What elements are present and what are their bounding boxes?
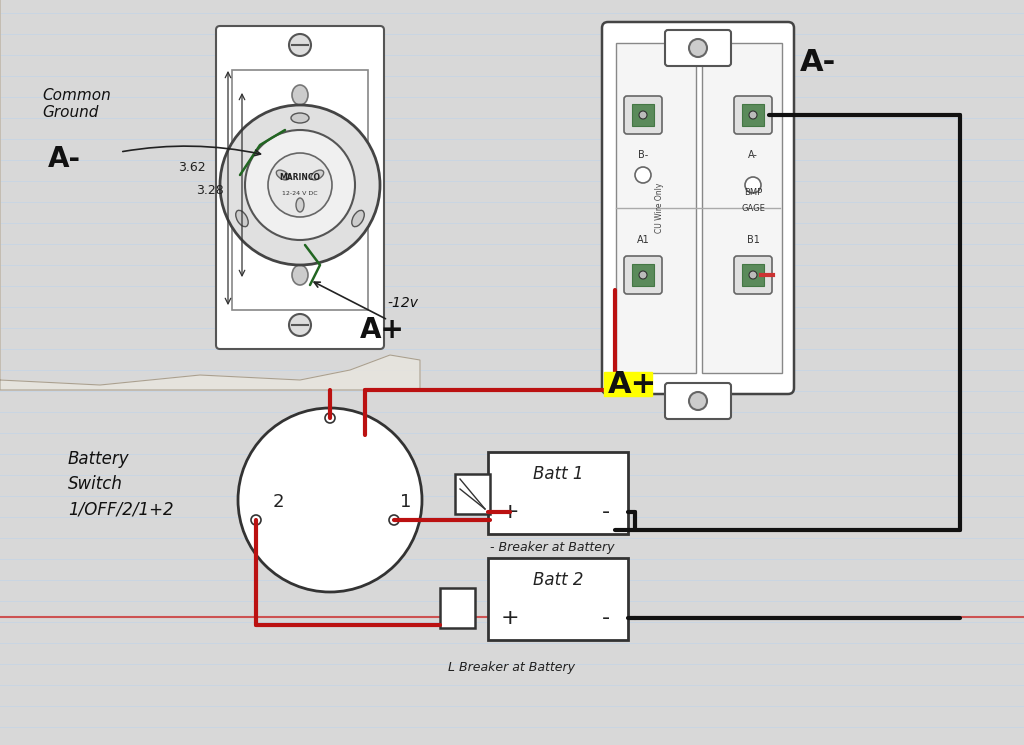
Text: 12-24 V DC: 12-24 V DC (283, 191, 317, 195)
Text: A-: A- (800, 48, 837, 77)
Circle shape (749, 111, 757, 119)
Text: L Breaker at Battery: L Breaker at Battery (449, 662, 575, 674)
FancyBboxPatch shape (624, 96, 662, 134)
Text: 3.28: 3.28 (197, 183, 224, 197)
FancyBboxPatch shape (216, 26, 384, 349)
Bar (632, 264, 654, 286)
Text: 3.62: 3.62 (178, 160, 206, 174)
Bar (440, 588, 475, 628)
Circle shape (325, 413, 335, 423)
Text: Batt 1: Batt 1 (532, 465, 584, 483)
Text: A-: A- (48, 145, 81, 173)
Bar (604, 372, 652, 396)
Text: B1: B1 (746, 235, 760, 245)
Ellipse shape (236, 210, 248, 226)
Circle shape (749, 271, 757, 279)
Ellipse shape (292, 265, 308, 285)
Ellipse shape (292, 85, 308, 105)
Bar (616, 43, 696, 373)
Circle shape (389, 515, 399, 525)
Circle shape (245, 130, 355, 240)
Text: +: + (501, 502, 519, 522)
Circle shape (220, 105, 380, 265)
Text: CU Wire Only: CU Wire Only (655, 183, 665, 233)
Text: GAGE: GAGE (741, 203, 765, 212)
Circle shape (639, 271, 647, 279)
Ellipse shape (352, 210, 365, 226)
Text: A+: A+ (360, 316, 404, 344)
Circle shape (238, 408, 422, 592)
FancyBboxPatch shape (665, 30, 731, 66)
Text: BMP: BMP (743, 188, 762, 197)
Bar (632, 104, 654, 126)
Text: B-: B- (638, 150, 648, 160)
Ellipse shape (276, 170, 289, 180)
Text: 2: 2 (272, 493, 284, 511)
Text: A+: A+ (608, 370, 657, 399)
Text: - Breaker at Battery: - Breaker at Battery (490, 542, 614, 554)
Text: A-: A- (749, 150, 758, 160)
Bar (702, 43, 782, 373)
Ellipse shape (291, 113, 309, 123)
Bar (742, 104, 764, 126)
Ellipse shape (296, 198, 304, 212)
Bar (742, 264, 764, 286)
Text: -: - (602, 502, 610, 522)
Circle shape (251, 515, 261, 525)
Polygon shape (0, 0, 420, 390)
FancyBboxPatch shape (624, 256, 662, 294)
Bar (488, 558, 628, 640)
Text: MARINCO: MARINCO (280, 173, 321, 182)
Ellipse shape (311, 170, 324, 180)
Circle shape (635, 167, 651, 183)
Text: -12v: -12v (387, 296, 418, 310)
FancyBboxPatch shape (734, 256, 772, 294)
Circle shape (745, 177, 761, 193)
Text: -: - (602, 608, 610, 628)
Circle shape (639, 111, 647, 119)
Ellipse shape (289, 34, 311, 56)
Ellipse shape (689, 392, 707, 410)
Text: +: + (501, 608, 519, 628)
Bar (455, 474, 490, 514)
Text: Batt 2: Batt 2 (532, 571, 584, 589)
FancyBboxPatch shape (665, 383, 731, 419)
Text: 1: 1 (400, 493, 412, 511)
Circle shape (268, 153, 332, 217)
Bar (488, 452, 628, 534)
Text: A1: A1 (637, 235, 649, 245)
Ellipse shape (289, 314, 311, 336)
Text: Common
Ground: Common Ground (42, 88, 111, 121)
Text: Battery
Switch
1/OFF/2/1+2: Battery Switch 1/OFF/2/1+2 (68, 450, 174, 518)
Bar (232, 70, 368, 310)
FancyBboxPatch shape (602, 22, 794, 394)
FancyBboxPatch shape (734, 96, 772, 134)
Ellipse shape (689, 39, 707, 57)
